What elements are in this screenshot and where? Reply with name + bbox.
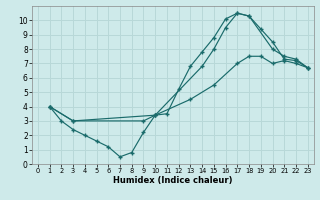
X-axis label: Humidex (Indice chaleur): Humidex (Indice chaleur) [113, 176, 233, 185]
